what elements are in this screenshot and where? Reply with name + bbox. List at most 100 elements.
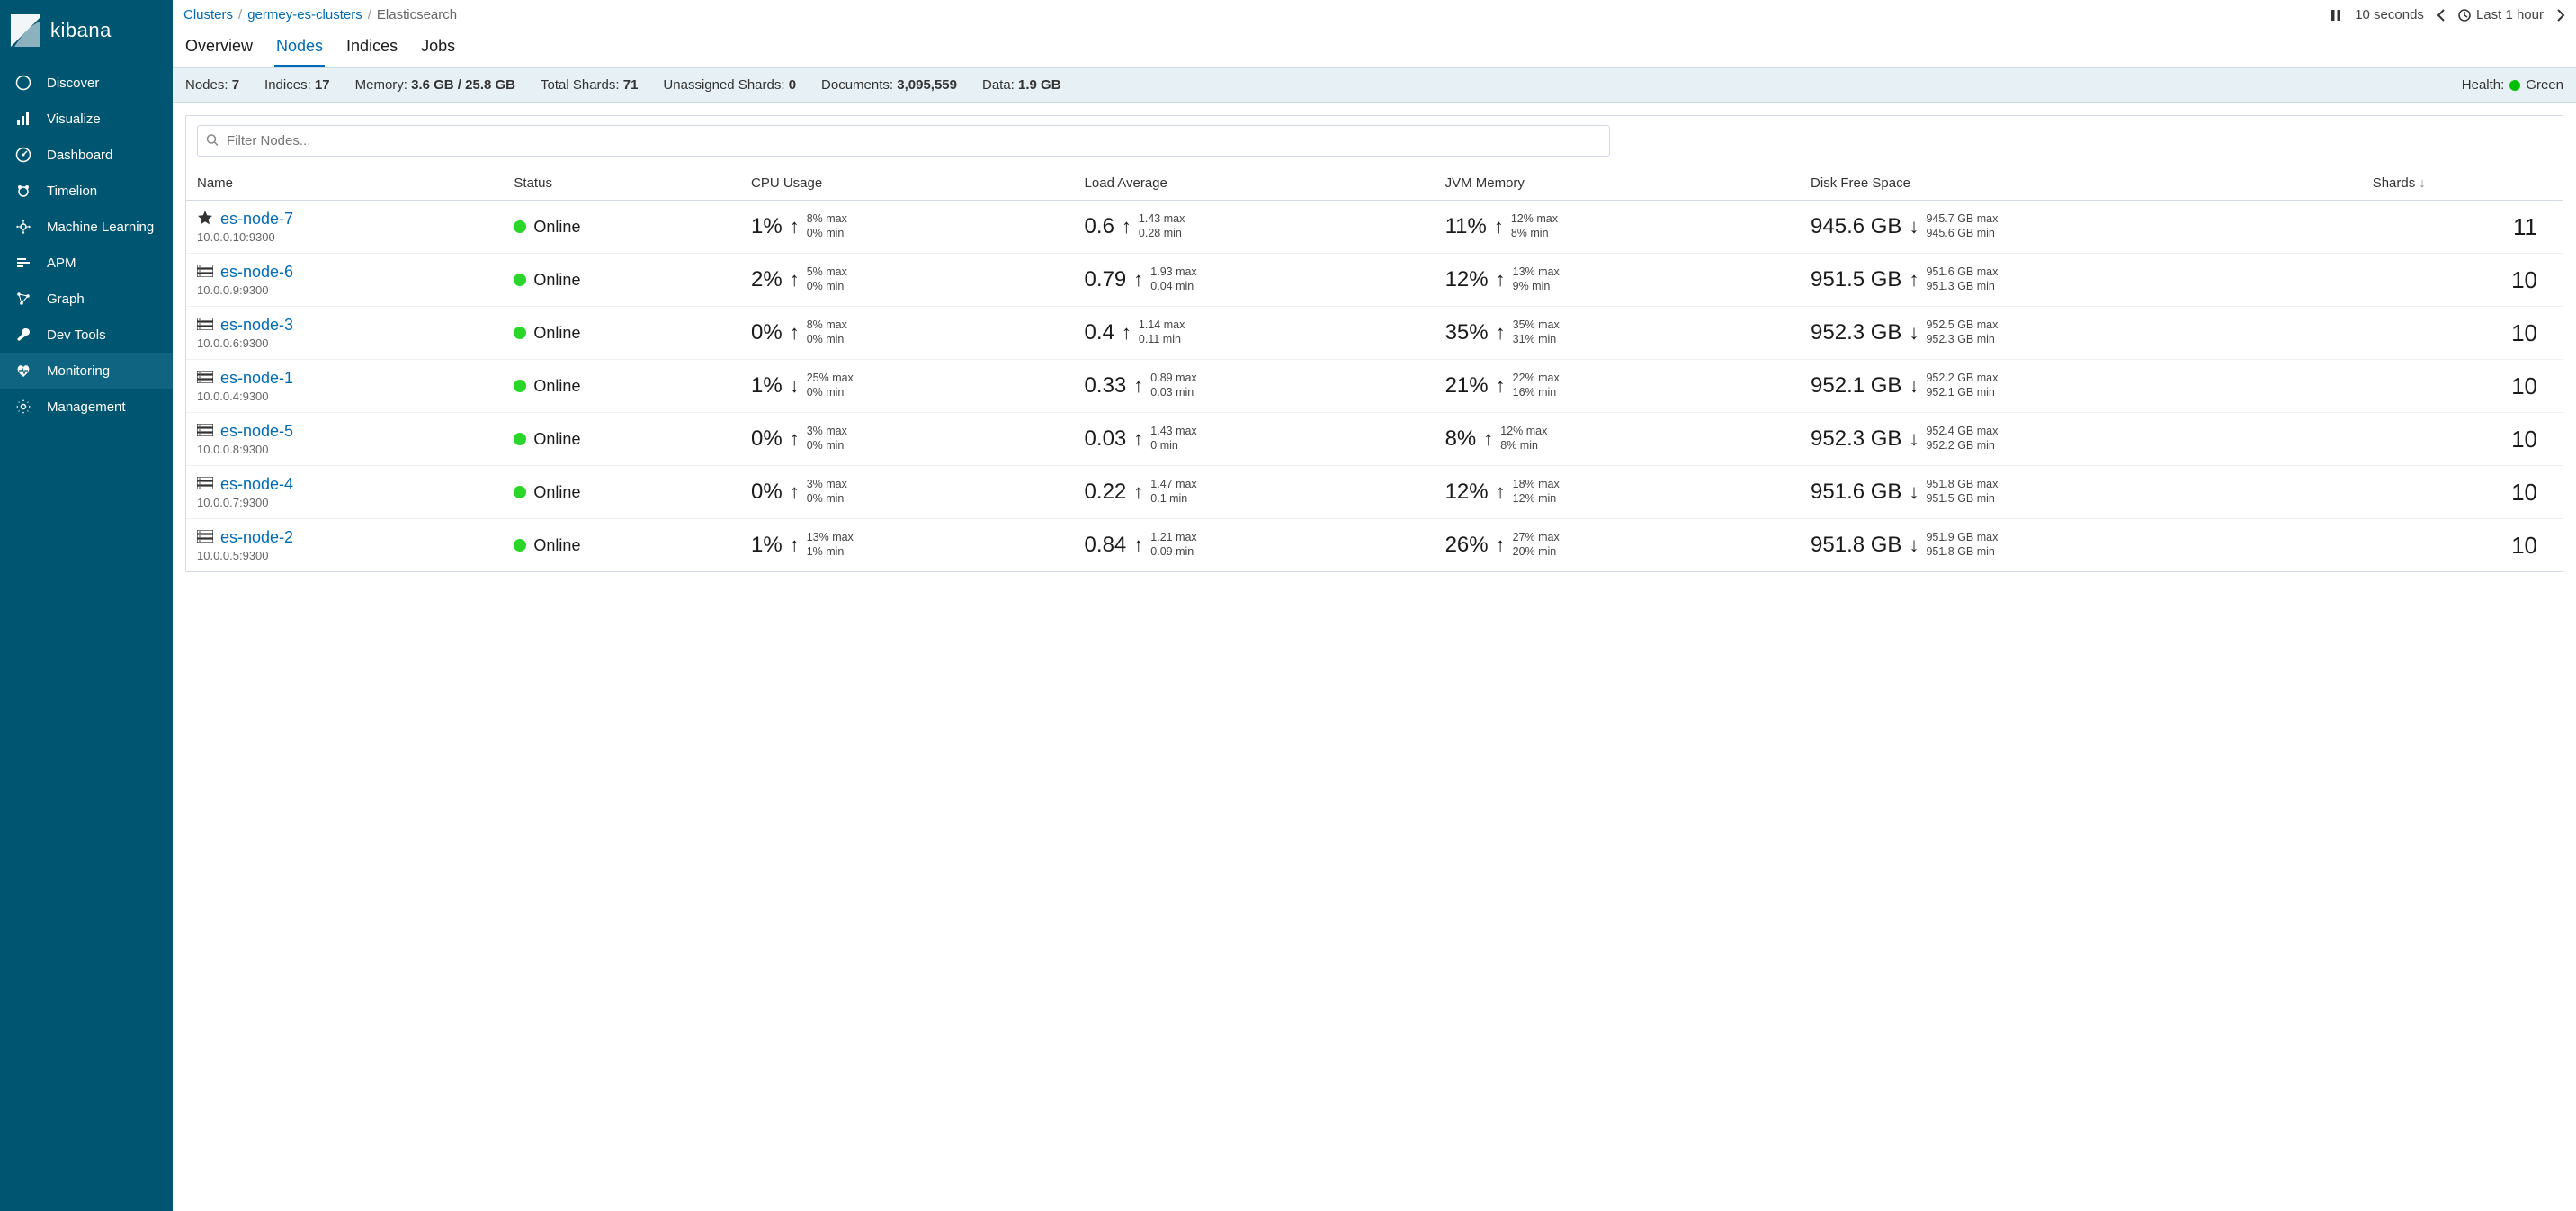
node-name-link[interactable]: es-node-3 — [220, 316, 293, 335]
node-address: 10.0.0.9:9300 — [197, 283, 492, 297]
server-icon — [197, 318, 213, 333]
col-name[interactable]: Name — [186, 166, 503, 201]
trend-up-icon: ↑ — [790, 480, 800, 504]
time-prev-button[interactable] — [2437, 9, 2446, 22]
breadcrumb-item[interactable]: Clusters — [183, 7, 233, 22]
time-next-button[interactable] — [2556, 9, 2565, 22]
logo[interactable]: kibana — [0, 0, 173, 65]
cpu-usage-value: 1% — [751, 373, 783, 399]
col-load[interactable]: Load Average — [1074, 166, 1435, 201]
stat-total-shards: Total Shards: 71 — [541, 77, 638, 93]
disk-free: 951.8 GB↓951.9 GB max951.8 GB min — [1811, 531, 2351, 559]
node-status: Online — [514, 536, 729, 555]
sidebar-item-discover[interactable]: Discover — [0, 65, 173, 101]
node-name-link[interactable]: es-node-7 — [220, 210, 293, 229]
col-jvm[interactable]: JVM Memory — [1435, 166, 1800, 201]
trend-down-icon: ↓ — [1909, 534, 1919, 557]
disk-free: 952.3 GB↓952.4 GB max952.2 GB min — [1811, 425, 2351, 453]
trend-up-icon: ↑ — [1496, 321, 1506, 345]
sidebar-item-machine-learning[interactable]: Machine Learning — [0, 209, 173, 245]
jvm-memory: 12%↑13% max9% min — [1445, 265, 1789, 293]
col-status[interactable]: Status — [503, 166, 740, 201]
jvm-memory: 11%↑12% max8% min — [1445, 212, 1789, 240]
shards-count: 10 — [2362, 413, 2563, 466]
jvm-memory-value: 12% — [1445, 267, 1489, 292]
node-name-link[interactable]: es-node-5 — [220, 422, 293, 441]
trend-up-icon: ↑ — [1483, 427, 1493, 451]
cpu-usage-value: 1% — [751, 533, 783, 558]
server-icon — [197, 477, 213, 492]
sidebar-item-visualize[interactable]: Visualize — [0, 101, 173, 137]
wrench-icon — [14, 326, 32, 344]
tab-indices[interactable]: Indices — [344, 31, 399, 67]
sidebar-item-graph[interactable]: Graph — [0, 281, 173, 317]
breadcrumb: Clusters/germey-es-clusters/Elasticsearc… — [183, 7, 457, 22]
sidebar-item-apm[interactable]: APM — [0, 245, 173, 281]
sidebar-item-label: Monitoring — [47, 363, 110, 379]
sidebar-item-label: Timelion — [47, 184, 97, 199]
tab-nodes[interactable]: Nodes — [274, 31, 325, 67]
node-name-link[interactable]: es-node-1 — [220, 369, 293, 388]
trend-up-icon: ↑ — [1909, 268, 1919, 292]
sidebar-item-timelion[interactable]: Timelion — [0, 173, 173, 209]
status-dot-icon — [514, 220, 526, 233]
gear-icon — [14, 398, 32, 416]
cpu-usage: 1%↑13% max1% min — [751, 531, 1063, 559]
topbar: Clusters/germey-es-clusters/Elasticsearc… — [173, 0, 2576, 22]
jvm-memory-value: 35% — [1445, 320, 1489, 345]
apm-icon — [14, 254, 32, 272]
server-icon — [197, 371, 213, 386]
load-average-value: 0.79 — [1085, 267, 1127, 292]
load-average: 0.84↑1.21 max0.09 min — [1085, 531, 1424, 559]
sidebar-item-dev-tools[interactable]: Dev Tools — [0, 317, 173, 353]
trend-up-icon: ↑ — [790, 427, 800, 451]
jvm-memory: 21%↑22% max16% min — [1445, 372, 1789, 399]
cpu-usage-value: 0% — [751, 320, 783, 345]
stat-nodes: Nodes: 7 — [185, 77, 239, 93]
node-status: Online — [514, 324, 729, 343]
main: Clusters/germey-es-clusters/Elasticsearc… — [173, 0, 2576, 1211]
trend-up-icon: ↑ — [1133, 374, 1143, 398]
sort-desc-icon: ↓ — [2419, 175, 2426, 191]
trend-up-icon: ↑ — [790, 268, 800, 292]
node-status: Online — [514, 377, 729, 396]
node-status: Online — [514, 218, 729, 237]
col-disk[interactable]: Disk Free Space — [1800, 166, 2362, 201]
jvm-memory: 26%↑27% max20% min — [1445, 531, 1789, 559]
trend-up-icon: ↑ — [1133, 480, 1143, 504]
star-icon — [197, 210, 213, 229]
filter-nodes-input[interactable] — [197, 125, 1610, 157]
node-status: Online — [514, 271, 729, 290]
trend-down-icon: ↓ — [1909, 480, 1919, 504]
cpu-usage: 0%↑3% max0% min — [751, 478, 1063, 506]
tab-jobs[interactable]: Jobs — [419, 31, 457, 67]
sidebar-item-dashboard[interactable]: Dashboard — [0, 137, 173, 173]
status-dot-icon — [514, 539, 526, 552]
sidebar-item-label: Graph — [47, 292, 85, 307]
nodes-table: Name Status CPU Usage Load Average JVM M… — [186, 166, 2563, 571]
refresh-interval[interactable]: 10 seconds — [2355, 7, 2424, 22]
node-name-link[interactable]: es-node-4 — [220, 475, 293, 494]
sidebar-item-label: Machine Learning — [47, 220, 154, 235]
table-row: es-node-110.0.0.4:9300Online1%↓25% max0%… — [186, 360, 2563, 413]
sidebar-item-monitoring[interactable]: Monitoring — [0, 353, 173, 389]
disk-free: 951.5 GB↑951.6 GB max951.3 GB min — [1811, 265, 2351, 293]
breadcrumb-item[interactable]: germey-es-clusters — [247, 7, 362, 22]
table-row: es-node-610.0.0.9:9300Online2%↑5% max0% … — [186, 254, 2563, 307]
trend-up-icon: ↑ — [1496, 480, 1506, 504]
col-shards[interactable]: Shards↓ — [2362, 166, 2563, 201]
pause-button[interactable] — [2330, 9, 2342, 22]
tab-overview[interactable]: Overview — [183, 31, 255, 67]
disk-free-value: 945.6 GB — [1811, 214, 1901, 239]
time-range[interactable]: Last 1 hour — [2458, 7, 2544, 22]
node-name-link[interactable]: es-node-2 — [220, 528, 293, 547]
col-cpu[interactable]: CPU Usage — [740, 166, 1074, 201]
cpu-usage: 1%↓25% max0% min — [751, 372, 1063, 399]
sidebar-item-management[interactable]: Management — [0, 389, 173, 425]
trend-up-icon: ↑ — [790, 215, 800, 238]
load-average: 0.33↑0.89 max0.03 min — [1085, 372, 1424, 399]
load-average-value: 0.4 — [1085, 320, 1114, 345]
sidebar-item-label: APM — [47, 256, 76, 271]
node-name-link[interactable]: es-node-6 — [220, 263, 293, 282]
cpu-usage: 0%↑3% max0% min — [751, 425, 1063, 453]
